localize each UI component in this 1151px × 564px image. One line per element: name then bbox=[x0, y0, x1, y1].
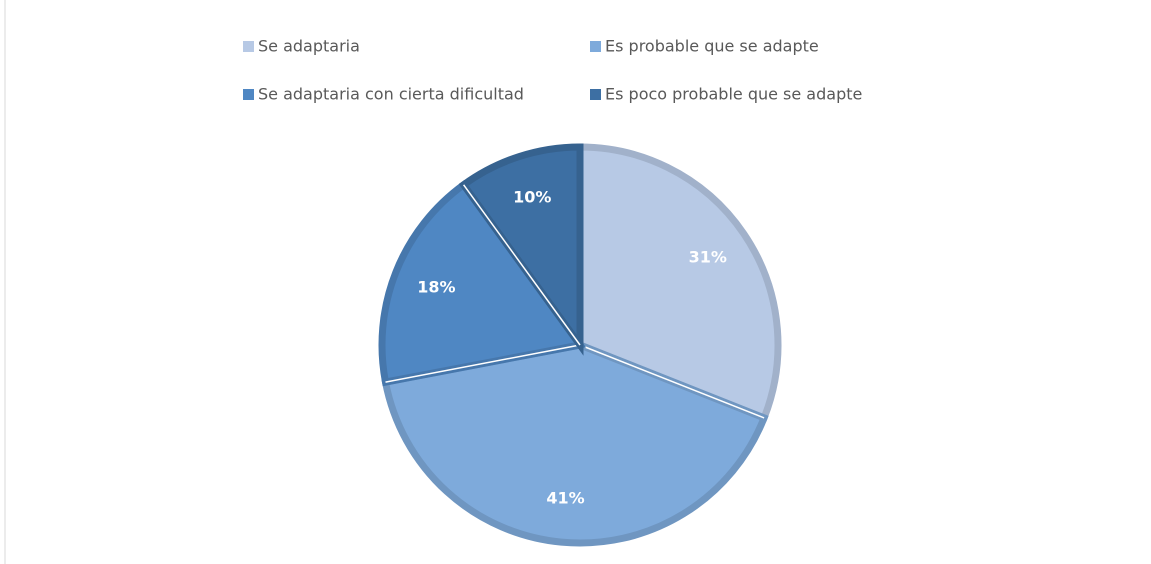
slice-gap bbox=[463, 184, 581, 346]
pie bbox=[378, 143, 782, 547]
slice-label: 31% bbox=[689, 248, 727, 267]
pie-slice bbox=[378, 179, 587, 387]
legend-swatch bbox=[243, 41, 254, 52]
pie-slice bbox=[458, 143, 584, 356]
pie-slice bbox=[576, 143, 782, 423]
legend-label: Es poco probable que se adapte bbox=[605, 85, 862, 104]
legend: Se adaptaria Es probable que se adapte Se … bbox=[243, 37, 862, 104]
legend-label: Es probable que se adapte bbox=[605, 37, 819, 56]
slice-gap bbox=[385, 344, 581, 383]
slice-label: 10% bbox=[513, 188, 551, 207]
pie-slice bbox=[381, 341, 769, 547]
slice-label: 18% bbox=[417, 278, 455, 297]
legend-label: Se adaptaria bbox=[258, 37, 360, 56]
slice-gap bbox=[579, 344, 765, 419]
legend-label: Se adaptaria con cierta dificultad bbox=[258, 85, 524, 104]
legend-swatch bbox=[590, 89, 601, 100]
legend-swatch bbox=[243, 89, 254, 100]
slice-label: 41% bbox=[546, 488, 584, 507]
legend-swatch bbox=[590, 41, 601, 52]
